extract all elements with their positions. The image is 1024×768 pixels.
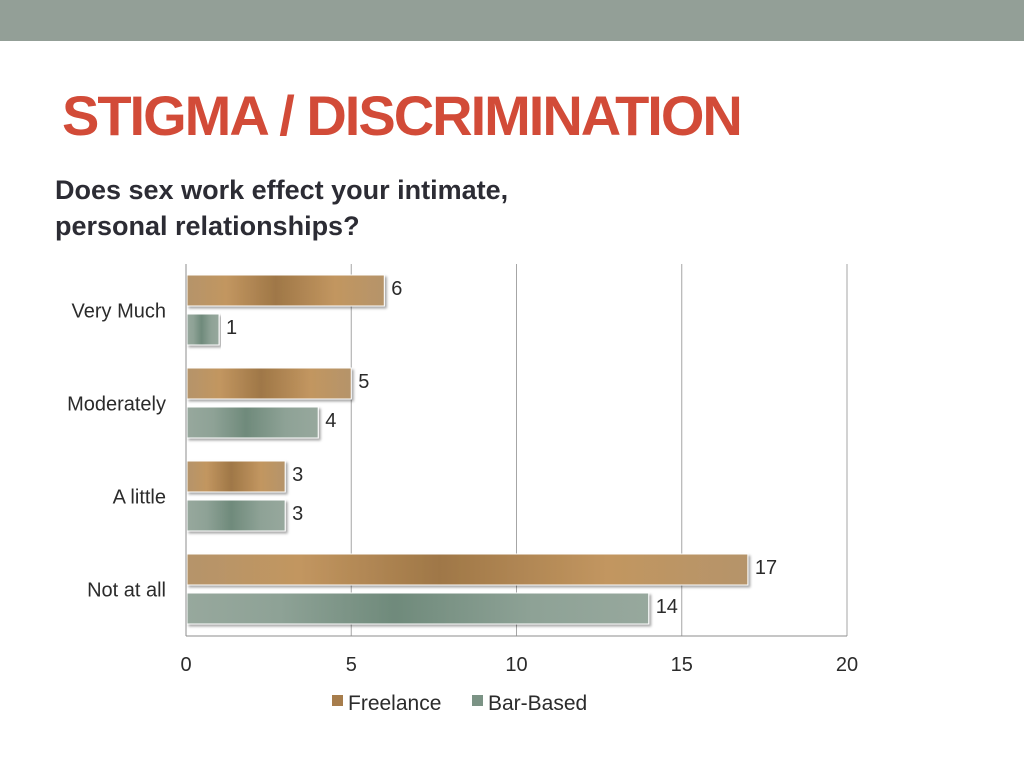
bar-bar-based-moderately: [186, 406, 319, 439]
bar-freelance-moderately: [186, 367, 352, 400]
category-label-very-much: Very Much: [72, 301, 166, 323]
data-label-freelance-a-little: 3: [292, 464, 303, 486]
question-line-1: Does sex work effect your intimate,: [55, 175, 509, 205]
data-label-bar-based-very-much: 1: [226, 317, 237, 339]
legend-swatch-freelance: [332, 695, 343, 706]
bar-freelance-not-at-all: [186, 553, 749, 586]
data-label-freelance-very-much: 6: [391, 278, 402, 300]
legend-label-bar-based: Bar-Based: [488, 692, 587, 715]
chart-question: Does sex work effect your intimate, pers…: [55, 172, 508, 244]
data-label-freelance-not-at-all: 17: [755, 557, 777, 579]
bar-freelance-very-much: [186, 274, 385, 307]
legend-label-freelance: Freelance: [348, 692, 441, 715]
data-label-bar-based-moderately: 4: [325, 410, 336, 432]
x-tick-label-0: 0: [180, 654, 191, 676]
bar-freelance-a-little: [186, 460, 286, 493]
x-tick-label-15: 15: [671, 654, 693, 676]
top-accent-band: [0, 0, 1024, 41]
slide-title: STIGMA / DISCRIMINATION: [62, 84, 743, 147]
category-label-moderately: Moderately: [67, 394, 166, 416]
bar-bar-based-not-at-all: [186, 592, 650, 625]
data-label-bar-based-a-little: 3: [292, 503, 303, 525]
bar-bar-based-a-little: [186, 499, 286, 532]
bar-bar-based-very-much: [186, 313, 220, 346]
x-tick-label-20: 20: [836, 654, 858, 676]
legend-swatch-bar-based: [472, 695, 483, 706]
x-tick-label-5: 5: [346, 654, 357, 676]
category-label-a-little: A little: [113, 487, 166, 509]
data-label-bar-based-not-at-all: 14: [656, 596, 678, 618]
category-label-not-at-all: Not at all: [87, 580, 166, 602]
data-label-freelance-moderately: 5: [358, 371, 369, 393]
question-line-2: personal relationships?: [55, 211, 360, 241]
x-tick-label-10: 10: [505, 654, 527, 676]
